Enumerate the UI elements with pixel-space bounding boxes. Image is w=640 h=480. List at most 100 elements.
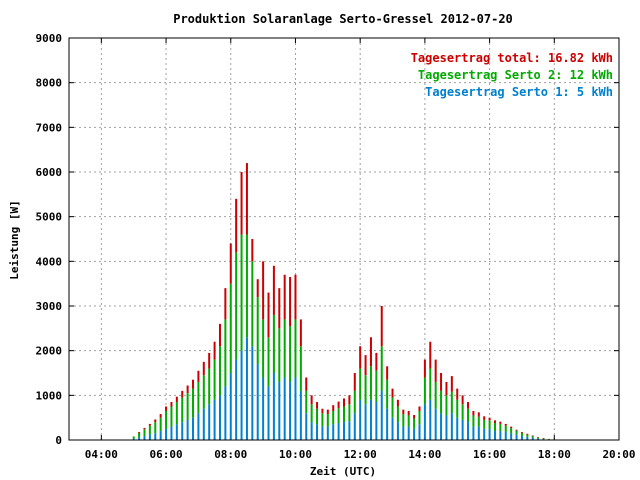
x-tick-label: 18:00 — [538, 448, 571, 461]
y-tick-label: 4000 — [36, 255, 63, 268]
legend-entry: Tagesertrag total: 16.82 kWh — [411, 51, 613, 65]
y-tick-label: 2000 — [36, 345, 63, 358]
bar-serto-1 — [418, 424, 421, 440]
bar-serto-1 — [310, 422, 313, 440]
bar-total — [343, 398, 345, 407]
x-tick-label: 04:00 — [85, 448, 118, 461]
bar-total — [256, 279, 259, 298]
bar-serto-2 — [483, 419, 486, 429]
bar-total — [278, 288, 281, 329]
bar-total — [316, 402, 319, 409]
chart-title: Produktion Solaranlage Serto-Gressel 201… — [173, 12, 513, 26]
bar-serto-2 — [192, 388, 195, 418]
bar-serto-1 — [267, 386, 270, 440]
bar-serto-2 — [472, 415, 475, 427]
bar-total — [386, 366, 389, 380]
bar-serto-1 — [224, 386, 227, 440]
y-tick-label: 1000 — [36, 389, 63, 402]
bar-serto-1 — [208, 404, 211, 440]
bar-serto-2 — [407, 415, 410, 427]
bar-serto-1 — [488, 428, 491, 440]
bar-total — [499, 421, 502, 424]
bar-serto-1 — [159, 431, 162, 440]
bar-total — [364, 355, 367, 376]
bar-serto-1 — [305, 413, 308, 440]
x-tick-label: 10:00 — [279, 448, 312, 461]
bar-serto-2 — [256, 297, 259, 365]
y-tick-label: 9000 — [36, 32, 63, 45]
plot-frame — [68, 37, 620, 441]
bar-serto-2 — [208, 368, 211, 405]
bar-serto-1 — [132, 438, 135, 440]
bar-serto-1 — [218, 395, 221, 440]
bar-total — [251, 239, 254, 262]
bar-serto-2 — [531, 435, 534, 438]
bar-serto-2 — [218, 346, 221, 396]
bar-serto-1 — [165, 428, 168, 440]
bar-serto-2 — [467, 408, 470, 423]
bar-serto-1 — [138, 437, 141, 440]
bar-serto-2 — [434, 381, 437, 409]
bar-serto-2 — [515, 430, 518, 435]
bar-serto-1 — [213, 399, 216, 440]
bar-total — [138, 431, 141, 433]
bar-serto-1 — [343, 422, 345, 440]
bar-serto-1 — [375, 402, 378, 440]
bar-serto-2 — [332, 410, 335, 425]
bar-serto-1 — [283, 377, 286, 440]
y-tick-label: 0 — [55, 434, 62, 447]
bar-serto-2 — [450, 391, 453, 414]
bar-total — [348, 395, 351, 405]
bar-serto-2 — [542, 438, 545, 440]
bar-total — [175, 396, 178, 403]
bar-serto-2 — [423, 377, 426, 405]
bar-serto-1 — [456, 417, 459, 440]
bar-serto-2 — [402, 414, 405, 427]
bar-serto-1 — [477, 426, 480, 440]
bar-total — [391, 388, 394, 398]
bar-serto-2 — [159, 417, 162, 432]
bar-total — [510, 426, 513, 428]
bar-serto-1 — [483, 428, 486, 440]
bar-total — [423, 359, 426, 378]
bar-total — [267, 292, 270, 338]
bar-total — [305, 377, 308, 391]
bar-total — [170, 402, 173, 407]
bar-serto-2 — [132, 436, 135, 439]
bar-total — [202, 361, 205, 376]
bar-total — [143, 427, 146, 430]
bar-total — [272, 265, 275, 315]
bar-total — [353, 373, 356, 391]
bar-total — [192, 379, 195, 389]
bar-serto-2 — [305, 390, 308, 414]
bar-serto-1 — [272, 373, 275, 440]
bar-serto-2 — [240, 234, 243, 351]
bar-total — [515, 429, 518, 431]
bar-serto-2 — [181, 397, 184, 423]
bar-serto-1 — [278, 381, 281, 440]
bar-serto-1 — [202, 408, 205, 440]
bar-total — [218, 323, 221, 347]
bar-serto-1 — [386, 408, 389, 440]
bar-total — [375, 352, 378, 371]
bar-serto-2 — [283, 319, 286, 378]
bar-serto-2 — [138, 432, 141, 438]
bar-serto-2 — [262, 319, 265, 378]
bar-total — [504, 423, 507, 426]
bar-serto-1 — [391, 417, 394, 440]
bar-total — [245, 163, 248, 235]
bar-total — [472, 410, 475, 416]
bar-serto-1 — [337, 423, 340, 440]
bar-total — [369, 337, 372, 367]
bar-serto-1 — [299, 390, 302, 440]
bar-total — [477, 412, 480, 417]
bar-serto-2 — [186, 393, 189, 420]
bar-serto-2 — [364, 375, 367, 405]
bar-serto-2 — [526, 434, 529, 437]
bar-serto-2 — [154, 422, 157, 434]
bar-serto-1 — [154, 433, 157, 440]
bar-serto-2 — [197, 381, 200, 414]
bar-serto-1 — [364, 404, 367, 440]
bar-serto-1 — [429, 399, 432, 440]
